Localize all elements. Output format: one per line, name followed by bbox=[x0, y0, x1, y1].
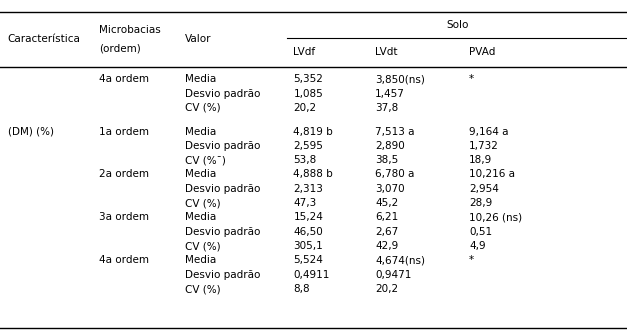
Text: 305,1: 305,1 bbox=[293, 241, 323, 251]
Text: 53,8: 53,8 bbox=[293, 155, 317, 165]
Text: 2,890: 2,890 bbox=[375, 141, 404, 151]
Text: Característica: Característica bbox=[8, 34, 80, 44]
Text: CV (%): CV (%) bbox=[185, 103, 221, 113]
Text: Media: Media bbox=[185, 74, 216, 84]
Text: 3,850(ns): 3,850(ns) bbox=[375, 74, 425, 84]
Text: 18,9: 18,9 bbox=[469, 155, 492, 165]
Text: CV (%): CV (%) bbox=[185, 241, 221, 251]
Text: 2,313: 2,313 bbox=[293, 184, 324, 194]
Text: 3,070: 3,070 bbox=[375, 184, 404, 194]
Text: 0,51: 0,51 bbox=[469, 227, 492, 237]
Text: 38,5: 38,5 bbox=[375, 155, 398, 165]
Text: Valor: Valor bbox=[185, 34, 211, 44]
Text: 15,24: 15,24 bbox=[293, 212, 324, 222]
Text: Media: Media bbox=[185, 255, 216, 265]
Text: 3a ordem: 3a ordem bbox=[99, 212, 149, 222]
Text: LVdt: LVdt bbox=[375, 47, 398, 58]
Text: 20,2: 20,2 bbox=[375, 284, 398, 294]
Text: Desvio padrão: Desvio padrão bbox=[185, 227, 260, 237]
Text: 2a ordem: 2a ordem bbox=[99, 169, 149, 179]
Text: 20,2: 20,2 bbox=[293, 103, 317, 113]
Text: Media: Media bbox=[185, 127, 216, 137]
Text: 5,352: 5,352 bbox=[293, 74, 324, 84]
Text: 42,9: 42,9 bbox=[375, 241, 398, 251]
Text: Microbacias: Microbacias bbox=[99, 25, 161, 35]
Text: *: * bbox=[469, 255, 474, 265]
Text: Desvio padrão: Desvio padrão bbox=[185, 184, 260, 194]
Text: 8,8: 8,8 bbox=[293, 284, 310, 294]
Text: 45,2: 45,2 bbox=[375, 198, 398, 208]
Text: 28,9: 28,9 bbox=[469, 198, 492, 208]
Text: 4,674(ns): 4,674(ns) bbox=[375, 255, 425, 265]
Text: Desvio padrão: Desvio padrão bbox=[185, 89, 260, 99]
Text: CV (%¯): CV (%¯) bbox=[185, 155, 226, 165]
Text: (ordem): (ordem) bbox=[99, 43, 141, 54]
Text: Desvio padrão: Desvio padrão bbox=[185, 270, 260, 280]
Text: 7,513 a: 7,513 a bbox=[375, 127, 414, 137]
Text: CV (%): CV (%) bbox=[185, 198, 221, 208]
Text: 1a ordem: 1a ordem bbox=[99, 127, 149, 137]
Text: Desvio padrão: Desvio padrão bbox=[185, 141, 260, 151]
Text: 5,524: 5,524 bbox=[293, 255, 324, 265]
Text: PVAd: PVAd bbox=[469, 47, 495, 58]
Text: 2,954: 2,954 bbox=[469, 184, 499, 194]
Text: 6,780 a: 6,780 a bbox=[375, 169, 414, 179]
Text: 2,67: 2,67 bbox=[375, 227, 398, 237]
Text: LVdf: LVdf bbox=[293, 47, 315, 58]
Text: 4,819 b: 4,819 b bbox=[293, 127, 333, 137]
Text: 1,085: 1,085 bbox=[293, 89, 323, 99]
Text: 0,4911: 0,4911 bbox=[293, 270, 330, 280]
Text: 9,164 a: 9,164 a bbox=[469, 127, 508, 137]
Text: CV (%): CV (%) bbox=[185, 284, 221, 294]
Text: Solo: Solo bbox=[446, 20, 468, 30]
Text: 47,3: 47,3 bbox=[293, 198, 317, 208]
Text: 10,26 (ns): 10,26 (ns) bbox=[469, 212, 522, 222]
Text: 1,732: 1,732 bbox=[469, 141, 499, 151]
Text: 10,216 a: 10,216 a bbox=[469, 169, 515, 179]
Text: *: * bbox=[469, 74, 474, 84]
Text: (DM) (%): (DM) (%) bbox=[8, 127, 53, 137]
Text: 46,50: 46,50 bbox=[293, 227, 323, 237]
Text: Media: Media bbox=[185, 212, 216, 222]
Text: 4a ordem: 4a ordem bbox=[99, 74, 149, 84]
Text: 1,457: 1,457 bbox=[375, 89, 405, 99]
Text: 4,888 b: 4,888 b bbox=[293, 169, 333, 179]
Text: 0,9471: 0,9471 bbox=[375, 270, 411, 280]
Text: 2,595: 2,595 bbox=[293, 141, 324, 151]
Text: 6,21: 6,21 bbox=[375, 212, 398, 222]
Text: Media: Media bbox=[185, 169, 216, 179]
Text: 37,8: 37,8 bbox=[375, 103, 398, 113]
Text: 4,9: 4,9 bbox=[469, 241, 486, 251]
Text: 4a ordem: 4a ordem bbox=[99, 255, 149, 265]
